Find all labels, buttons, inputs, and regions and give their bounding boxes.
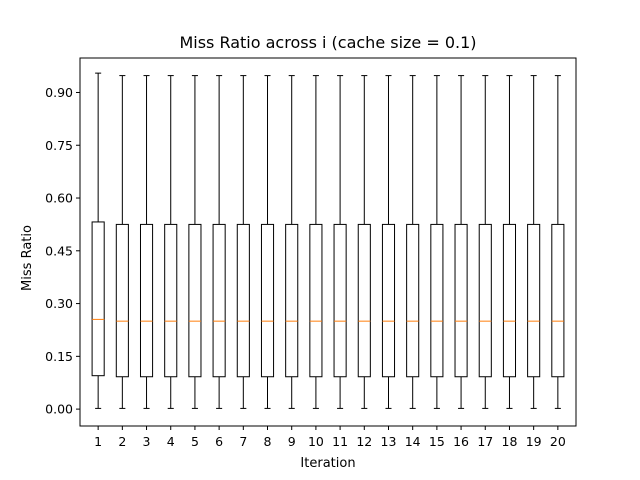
x-tick-label: 18 <box>502 434 518 449</box>
x-tick-label: 5 <box>191 434 199 449</box>
box-iqr <box>381 223 396 378</box>
box-iqr <box>430 223 444 378</box>
box-iqr <box>188 223 202 378</box>
axes-frame <box>79 57 577 427</box>
plot-area: 0.000.150.300.450.600.750.901 2 3 4 5 6 7 8 9 10 1… <box>45 57 577 449</box>
y-tick-label: 0.15 <box>45 349 73 364</box>
box-iqr <box>115 223 129 378</box>
x-tick-label: 7 <box>239 434 247 449</box>
box-iqr <box>357 223 371 378</box>
x-tick-label: 15 <box>429 434 445 449</box>
x-tick-label: 8 <box>264 434 272 449</box>
box-iqr <box>139 223 154 378</box>
box-iqr <box>478 223 492 378</box>
box-iqr <box>551 223 565 378</box>
box-iqr <box>212 223 226 378</box>
y-axis-label: Miss Ratio <box>20 225 35 291</box>
x-tick-label: 2 <box>118 434 126 449</box>
box-iqr <box>236 223 250 378</box>
x-tick-label: 19 <box>526 434 542 449</box>
x-tick-label: 14 <box>405 434 421 449</box>
x-axis-label: Iteration <box>300 456 355 471</box>
x-tick-label: 9 <box>288 434 296 449</box>
x-tick-label: 6 <box>215 434 223 449</box>
y-tick-label: 0.00 <box>45 402 73 417</box>
y-tick-label: 0.60 <box>45 191 73 206</box>
box-iqr <box>285 223 299 378</box>
box-iqr <box>91 221 105 377</box>
box-iqr <box>260 223 275 378</box>
x-tick-label: 10 <box>308 434 324 449</box>
y-tick-label: 0.30 <box>45 296 73 311</box>
box-iqr <box>333 223 347 378</box>
x-tick-label: 13 <box>381 434 397 449</box>
box-iqr <box>309 223 323 378</box>
box-iqr <box>406 223 420 378</box>
y-tick-label: 0.75 <box>45 138 73 153</box>
x-tick-label: 12 <box>356 434 372 449</box>
box-iqr <box>164 223 178 378</box>
x-tick-label: 20 <box>550 434 566 449</box>
box-iqr <box>502 223 517 378</box>
x-tick-label: 11 <box>332 434 348 449</box>
box-iqr <box>454 223 468 378</box>
x-tick-label: 3 <box>143 434 151 449</box>
x-tick-label: 4 <box>167 434 175 449</box>
chart-title: Miss Ratio across i (cache size = 0.1) <box>179 33 476 52</box>
box-iqr <box>527 223 541 378</box>
y-tick-label: 0.45 <box>45 243 73 258</box>
y-tick-label: 0.90 <box>45 85 73 100</box>
x-tick-label: 1 <box>94 434 102 449</box>
x-tick-label: 17 <box>477 434 493 449</box>
x-tick-label: 16 <box>453 434 469 449</box>
